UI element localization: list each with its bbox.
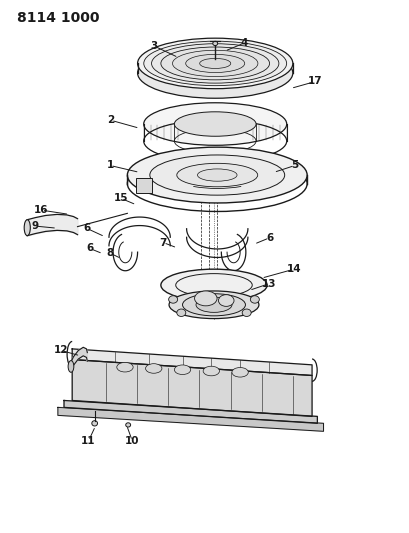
Ellipse shape: [126, 423, 130, 427]
Ellipse shape: [169, 291, 258, 319]
Ellipse shape: [127, 147, 306, 203]
Ellipse shape: [172, 50, 257, 77]
Ellipse shape: [176, 309, 185, 317]
Text: 10: 10: [125, 436, 139, 446]
Ellipse shape: [194, 291, 216, 306]
FancyBboxPatch shape: [135, 177, 151, 192]
Ellipse shape: [160, 269, 266, 301]
Ellipse shape: [174, 112, 256, 136]
Ellipse shape: [160, 47, 269, 80]
Ellipse shape: [202, 366, 219, 376]
Ellipse shape: [182, 294, 245, 316]
Text: 5: 5: [290, 160, 298, 171]
Ellipse shape: [242, 309, 251, 317]
Ellipse shape: [168, 296, 177, 303]
Ellipse shape: [185, 54, 244, 72]
Ellipse shape: [174, 365, 190, 375]
Ellipse shape: [176, 163, 257, 187]
Ellipse shape: [196, 297, 231, 312]
Ellipse shape: [92, 421, 97, 426]
Ellipse shape: [117, 362, 133, 372]
Polygon shape: [72, 360, 311, 416]
Text: 17: 17: [307, 77, 322, 86]
Ellipse shape: [145, 364, 162, 373]
Text: 15: 15: [114, 193, 128, 204]
Text: 6: 6: [83, 223, 90, 233]
Text: 6: 6: [86, 244, 93, 253]
Polygon shape: [71, 348, 87, 370]
Ellipse shape: [144, 103, 286, 146]
Ellipse shape: [212, 42, 217, 45]
Ellipse shape: [231, 368, 248, 377]
Text: 11: 11: [81, 436, 96, 446]
Ellipse shape: [199, 59, 230, 68]
Polygon shape: [72, 349, 311, 375]
Ellipse shape: [144, 41, 286, 86]
Ellipse shape: [218, 295, 234, 306]
Ellipse shape: [149, 155, 284, 195]
Ellipse shape: [137, 38, 292, 88]
Ellipse shape: [151, 44, 278, 83]
Ellipse shape: [24, 220, 30, 236]
Text: 16: 16: [34, 205, 49, 215]
Text: 8114 1000: 8114 1000: [17, 11, 99, 26]
Ellipse shape: [137, 48, 292, 98]
Text: 12: 12: [54, 345, 68, 356]
Ellipse shape: [250, 296, 259, 303]
Ellipse shape: [197, 169, 236, 181]
Text: 1: 1: [106, 160, 114, 171]
Text: 13: 13: [262, 279, 276, 288]
Ellipse shape: [68, 361, 74, 372]
Text: 6: 6: [265, 233, 272, 243]
Text: 9: 9: [32, 221, 39, 231]
Text: 8: 8: [106, 248, 114, 258]
Text: 2: 2: [107, 115, 115, 125]
Polygon shape: [58, 407, 323, 431]
Text: 4: 4: [240, 38, 247, 48]
Text: 3: 3: [150, 41, 157, 51]
Polygon shape: [64, 400, 317, 423]
Text: 7: 7: [159, 238, 166, 247]
Text: 14: 14: [286, 264, 301, 274]
